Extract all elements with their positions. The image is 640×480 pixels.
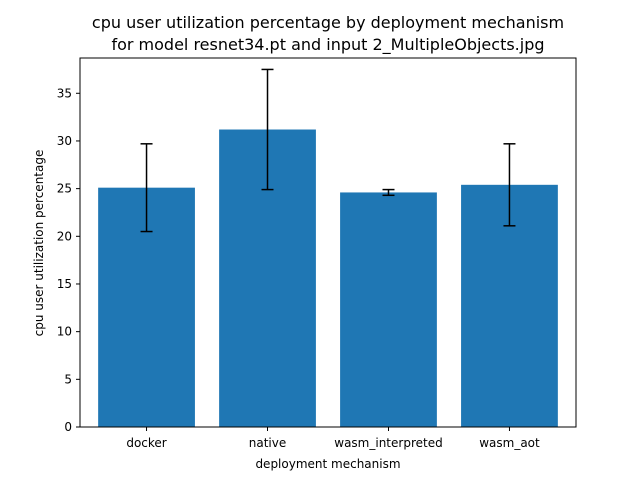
y-tick-label-5: 5 (64, 372, 72, 386)
x-tick-label-wasm_aot: wasm_aot (479, 436, 540, 450)
y-tick-label-20: 20 (57, 229, 72, 243)
x-tick-label-native: native (249, 436, 286, 450)
y-tick-label-25: 25 (57, 182, 72, 196)
y-axis-label: cpu user utilization percentage (32, 150, 46, 337)
chart-title-line-2: for model resnet34.pt and input 2_Multip… (111, 35, 544, 55)
axes-frame (79, 57, 577, 428)
y-tick-label-30: 30 (57, 134, 72, 148)
bar-wasm_interpreted (340, 192, 437, 427)
plot-area: 0 5 10 15 20 25 30 35 docker native wasm_interpret… (57, 57, 577, 450)
y-tick-label-0: 0 (64, 420, 72, 434)
y-tick-label-35: 35 (57, 86, 72, 100)
chart-title-line-1: cpu user utilization percentage by deplo… (92, 13, 564, 32)
x-axis-label: deployment mechanism (255, 457, 400, 471)
x-tick-label-wasm_interpreted: wasm_interpreted (334, 436, 442, 450)
x-tick-label-docker: docker (126, 436, 166, 450)
y-tick-label-15: 15 (57, 277, 72, 291)
y-tick-label-10: 10 (57, 325, 72, 339)
